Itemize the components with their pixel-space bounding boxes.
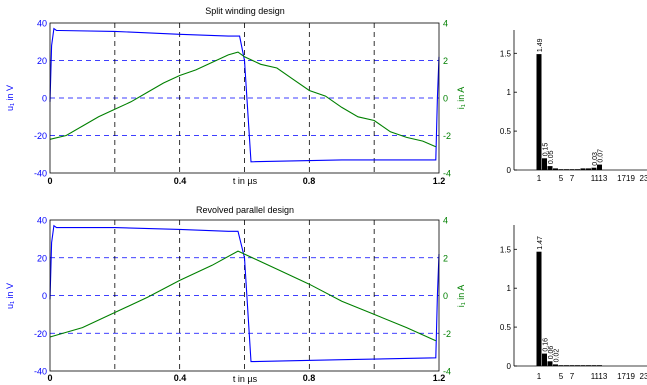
voltage-line [49,27,440,163]
spectrum-bar [536,54,542,170]
y-right-tick-label: 4 [443,216,448,226]
x-tick-label: 1719 [617,372,635,381]
spectrum-bar [591,167,597,170]
y-left-tick-label: 0 [42,291,47,301]
y-left-tick-label: 40 [37,19,47,29]
y-tick-label: 1.5 [500,49,512,58]
spectrum-bar [586,168,591,170]
series-layer [49,27,440,163]
x-tick-label: 1113 [591,174,608,183]
series-layer [49,224,440,363]
x-tick-label: 0.4 [174,373,187,383]
spectrum-bottom: 1.470.160.060.02 0 0.5 1 1.5 1 5 7 1113 … [500,225,647,381]
grid [50,220,439,371]
y-right-axis-label: i₁ in A [456,285,466,308]
y-left-tick-label: 0 [42,94,47,104]
voltage-line [49,224,440,363]
bar-value-label: 0.02 [554,349,561,363]
bar-value-label: 1.47 [537,236,544,250]
y-right-tick-label: 0 [443,94,448,104]
x-tick-label: 1719 [617,174,635,183]
plot-frame [49,219,440,372]
y-right-tick-label: -4 [443,367,451,377]
y-tick-label: 1 [507,284,512,293]
bar-value-label: 0.05 [548,150,555,164]
y-left-tick-label: 40 [37,216,47,226]
y-left-tick-label: -40 [34,169,47,179]
y-left-axis-label: u₁ in V [5,85,15,111]
y-tick-label: 0 [507,166,512,175]
y-tick-label: 1 [507,88,512,97]
spectrum-bar [547,166,553,170]
bar-value-label: 0.07 [598,149,605,163]
spectrum-bar [553,364,558,366]
y-left-tick-label: 20 [37,253,47,263]
spectrum-top: 1.49 0.150.05 0.030.07 0 0.5 1 1.5 1 5 7 1… [500,30,647,183]
y-right-tick-label: -2 [443,329,451,339]
x-tick-label: 1.2 [433,373,446,383]
plot-frame [49,22,440,174]
spectrum-bar [542,353,547,366]
y-left-tick-label: -20 [34,131,47,141]
y-right-axis-label: i₁ in A [456,87,466,110]
y-tick-label: 0.5 [500,127,512,136]
y-right-tick-label: -2 [443,131,451,141]
y-right-tick-label: 0 [443,291,448,301]
x-tick-label: 0 [47,176,52,186]
bar-value-label: 0.15 [543,143,550,157]
x-tick-label: 1113 [591,372,608,381]
x-tick-label: 0 [47,373,52,383]
x-tick-label: 1.2 [433,176,446,186]
bar-value-label: 0.16 [543,338,550,352]
y-tick-label: 0 [507,362,512,371]
y-left-axis-label: u₁ in V [5,283,15,309]
spectrum-bar [553,168,558,170]
x-tick-label: 7 [570,372,575,381]
y-right-tick-label: 2 [443,56,448,66]
x-tick-label: 7 [570,174,575,183]
bar-value-label: 1.49 [537,38,544,52]
spectrum-bar [597,164,602,170]
chart-title: Revolved parallel design [196,205,294,215]
x-tick-label: 1 [537,372,542,381]
spectrum-bar [536,251,542,366]
x-tick-label: 0.4 [174,176,187,186]
y-right-tick-label: 4 [443,19,448,29]
time-plot-bottom: Revolved parallel design 40 20 0 -20 -40… [5,205,466,384]
y-tick-label: 1.5 [500,245,512,254]
y-right-tick-label: -4 [443,169,451,179]
x-tick-label: 5 [559,174,564,183]
x-tick-label: 0.8 [303,176,316,186]
x-tick-label: 0.8 [303,373,316,383]
current-line [49,250,437,342]
bars-layer: 1.49 0.150.05 0.030.07 [536,38,605,170]
grid [50,23,439,173]
x-tick-label: 23 [640,372,647,381]
bar-value-label: 0.03 [592,152,599,166]
y-left-tick-label: 20 [37,56,47,66]
y-tick-label: 0.5 [500,323,512,332]
bar-value-label: 0.06 [548,346,555,360]
chart-title: Split winding design [205,6,285,16]
bars-layer: 1.47 0.160.060.02 [536,236,602,366]
time-plot-top: Split winding design 40 20 0 -20 -40 4 2… [5,6,466,186]
spectrum-bar [547,361,553,366]
y-left-tick-label: -20 [34,329,47,339]
x-tick-label: 23 [640,174,647,183]
spectrum-bar [542,158,547,170]
x-tick-label: 5 [559,372,564,381]
y-left-tick-label: -40 [34,367,47,377]
spectrum-bar [580,168,586,170]
current-line [49,51,437,148]
y-right-tick-label: 2 [443,253,448,263]
x-axis-label: t in µs [233,374,258,384]
x-axis-label: t in µs [233,176,258,186]
x-tick-label: 1 [537,174,542,183]
